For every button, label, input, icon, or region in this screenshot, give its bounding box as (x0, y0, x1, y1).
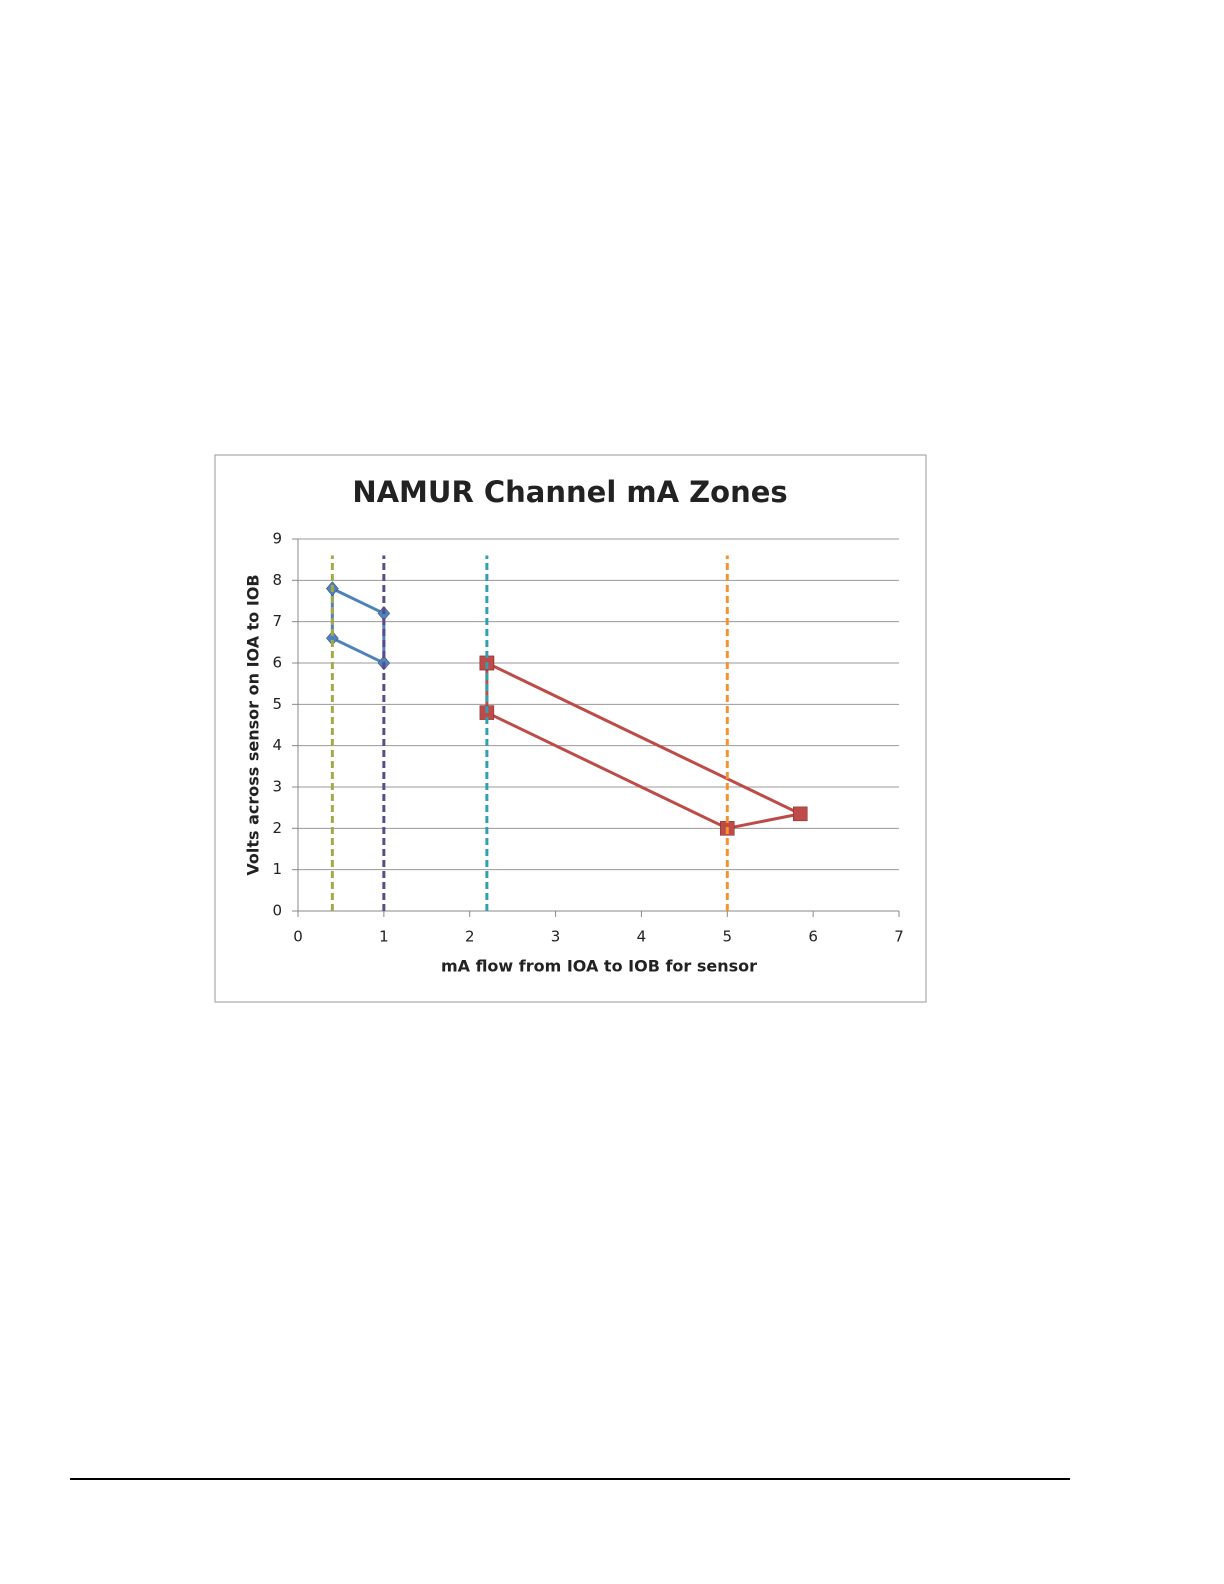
x-tick-label: 4 (637, 928, 647, 946)
x-tick-label: 3 (551, 928, 561, 946)
x-axis-label: mA flow from IOA to IOB for sensor (441, 957, 757, 976)
y-tick-label: 4 (272, 736, 282, 754)
x-tick-label: 6 (808, 928, 818, 946)
marker (793, 806, 808, 822)
chart-title: NAMUR Channel mA Zones (352, 475, 787, 509)
x-tick-label: 1 (379, 928, 389, 946)
y-tick-label: 3 (272, 778, 282, 796)
y-tick-label: 0 (272, 902, 282, 920)
y-tick-label: 1 (272, 860, 282, 878)
y-tick-label: 5 (272, 695, 282, 713)
x-tick-label: 0 (293, 928, 303, 946)
y-tick-label: 7 (272, 612, 282, 630)
y-tick-label: 8 (272, 571, 282, 589)
x-tick-label: 2 (465, 928, 475, 946)
chart-frame (214, 454, 927, 1003)
x-tick-label: 7 (894, 928, 904, 946)
y-axis-label: Volts across sensor on IOA to IOB (244, 574, 263, 875)
x-tick-label: 5 (723, 928, 733, 946)
y-tick-label: 6 (272, 654, 282, 672)
y-tick-label: 9 (272, 530, 282, 548)
y-tick-label: 2 (272, 819, 282, 837)
